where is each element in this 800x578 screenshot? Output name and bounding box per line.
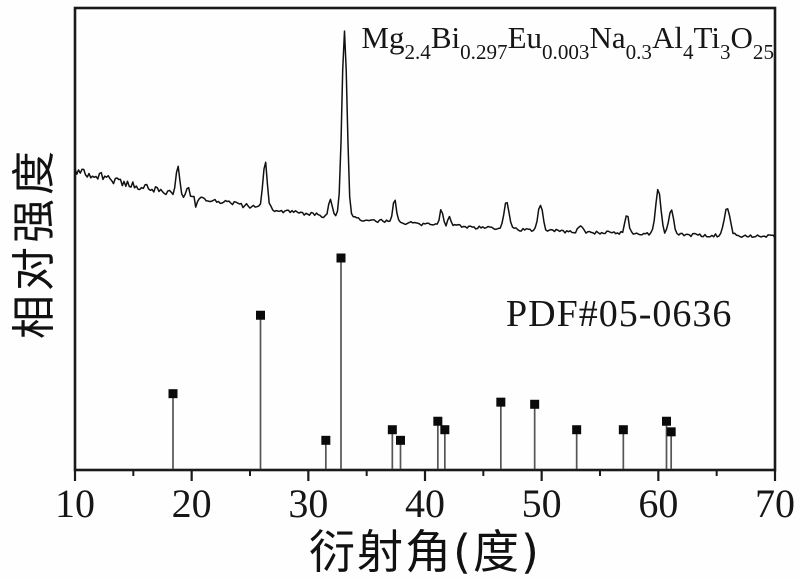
- formula-element-symbol: Mg: [361, 20, 405, 55]
- reference-peak-marker: [572, 425, 582, 435]
- x-tick-label: 20: [171, 481, 212, 526]
- reference-peak-marker: [396, 435, 405, 445]
- formula-subscript: 3: [719, 39, 731, 64]
- formula-element-symbol: Al: [651, 20, 683, 55]
- reference-peak-marker: [666, 427, 676, 437]
- x-tick-label: 60: [638, 481, 679, 526]
- reference-peak-marker: [496, 397, 506, 407]
- x-tick-label: 10: [55, 481, 95, 526]
- formula-element-symbol: Bi: [430, 20, 461, 55]
- x-tick-label: 50: [521, 481, 562, 526]
- reference-peak-marker: [168, 389, 178, 399]
- formula-subscript: 25: [752, 39, 774, 64]
- reference-peak-marker: [433, 416, 443, 426]
- reference-peak-marker: [662, 416, 671, 426]
- formula-element-symbol: Ti: [693, 20, 720, 55]
- formula-element-symbol: Na: [589, 20, 626, 55]
- formula-subscript: 2.4: [404, 39, 431, 64]
- formula-subscript: 4: [682, 39, 694, 64]
- x-axis-title: 衍射角(度): [309, 525, 541, 578]
- reference-peak-marker: [618, 425, 628, 435]
- reference-peak-marker: [321, 435, 331, 445]
- reference-peak-marker: [336, 253, 346, 263]
- formula-subscript: 0.3: [625, 39, 652, 64]
- formula-element-symbol: O: [730, 20, 753, 55]
- reference-peak-marker: [256, 310, 265, 320]
- formula-element-symbol: Eu: [507, 20, 543, 55]
- x-tick-label: 40: [405, 481, 445, 526]
- pdf-card-label: PDF#05-0636: [506, 293, 733, 335]
- plot-border: [73, 6, 777, 472]
- reference-peak-marker: [440, 425, 450, 435]
- y-axis-title: 相对强度: [9, 147, 60, 339]
- sample-formula-annotation: Mg2.4Bi0.297Eu0.003Na0.3Al4Ti3O25: [361, 20, 774, 63]
- x-tick-label: 70: [755, 481, 795, 526]
- formula-subscript: 0.003: [542, 39, 590, 64]
- xrd-curve: [74, 30, 776, 239]
- x-tick-label: 30: [288, 481, 329, 526]
- formula-subscript: 0.297: [460, 39, 508, 64]
- reference-peak-marker: [387, 425, 397, 435]
- reference-peak-marker: [530, 399, 540, 409]
